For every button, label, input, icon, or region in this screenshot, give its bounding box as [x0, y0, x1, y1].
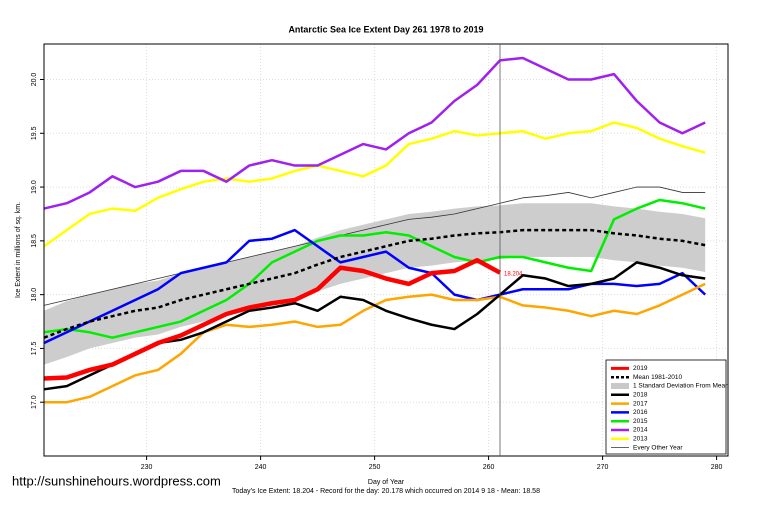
- plot-frame: [43, 43, 729, 457]
- legend-label: 2017: [633, 400, 648, 407]
- annotation: 18.204: [504, 271, 523, 277]
- series-line: [43, 121, 706, 248]
- watermark: http://sunshinehours.wordpress.com: [12, 473, 221, 488]
- series-line: [43, 56, 706, 210]
- series-line: [43, 228, 706, 339]
- series-line: [43, 257, 502, 381]
- legend-label: 2016: [633, 409, 648, 416]
- x-tick-label: 230: [141, 464, 153, 471]
- x-axis-label: Day of Year: [368, 479, 405, 486]
- y-tick-label: 18.0: [31, 288, 38, 302]
- y-tick-label: 19.0: [31, 180, 38, 194]
- legend-label: Mean 1981-2010: [633, 374, 683, 381]
- x-tick-label: 260: [483, 464, 495, 471]
- y-axis-label: Ice Extent in millions of sq. km.: [15, 202, 22, 298]
- legend-label: Every Other Year: [633, 444, 683, 451]
- legend-label: 2014: [633, 427, 648, 434]
- x-tick-label: 280: [711, 464, 723, 471]
- legend-label: 2015: [633, 418, 648, 425]
- chart-title: Antarctic Sea Ice Extent Day 261 1978 to…: [288, 24, 483, 34]
- y-tick-label: 17.5: [31, 342, 38, 356]
- plot-area: [43, 44, 728, 456]
- sd-band: [44, 203, 706, 365]
- legend-swatch: [611, 383, 629, 389]
- y-tick-label: 18.5: [31, 234, 38, 248]
- y-tick-label: 19.5: [31, 126, 38, 140]
- y-tick-label: 17.0: [31, 395, 38, 409]
- x-tick-label: 270: [597, 464, 609, 471]
- series-line: [43, 186, 706, 306]
- legend-label: 1 Standard Deviation From Mean: [633, 383, 729, 390]
- y-tick-label: 20.0: [31, 73, 38, 87]
- x-tick-label: 250: [369, 464, 381, 471]
- x-tick-label: 240: [255, 464, 267, 471]
- legend-label: 2018: [633, 392, 648, 399]
- legend-label: 2019: [633, 365, 648, 372]
- series-line: [43, 198, 706, 339]
- legend-label: 2013: [633, 436, 648, 443]
- footer: Today's Ice Extent: 18.204 - Record for …: [232, 488, 540, 495]
